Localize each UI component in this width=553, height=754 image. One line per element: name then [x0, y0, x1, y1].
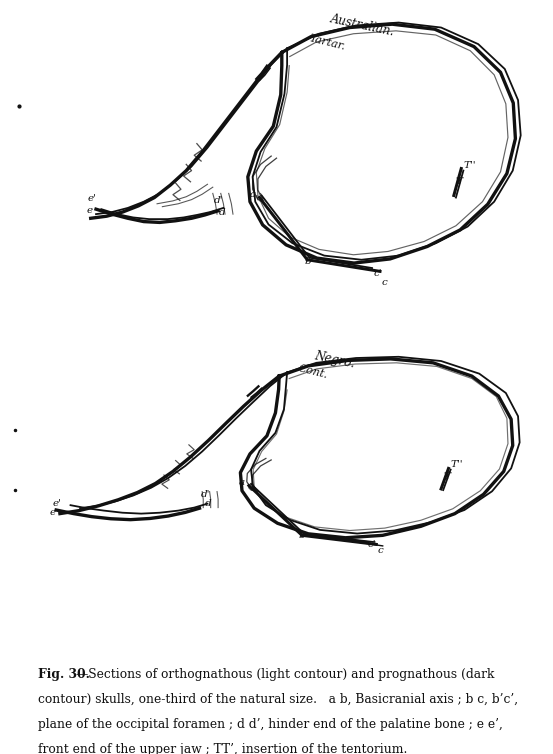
Text: Fig. 30.: Fig. 30. — [38, 668, 90, 681]
Text: —Sections of orthognathous (light contour) and prognathous (dark: —Sections of orthognathous (light contou… — [76, 668, 494, 681]
Text: d: d — [219, 208, 226, 217]
Text: b: b — [299, 532, 305, 541]
Text: Australian.: Australian. — [330, 13, 397, 38]
Text: T'': T'' — [451, 460, 463, 468]
Text: a: a — [238, 478, 244, 486]
Text: Negro.: Negro. — [314, 350, 357, 371]
Text: T'': T'' — [463, 161, 476, 170]
Text: a: a — [250, 190, 256, 199]
Text: c: c — [382, 277, 387, 287]
Text: e: e — [49, 508, 55, 516]
Text: T: T — [443, 472, 450, 480]
Text: Cont.: Cont. — [296, 363, 328, 380]
Text: Tartar.: Tartar. — [309, 34, 347, 52]
Text: c: c — [377, 546, 383, 555]
Text: contour) skulls, one-third of the natural size.   a b, Basicranial axis ; b c, b: contour) skulls, one-third of the natura… — [38, 693, 518, 706]
Text: T: T — [456, 177, 463, 186]
Text: d': d' — [214, 195, 223, 204]
Text: e: e — [86, 207, 92, 216]
Text: c': c' — [373, 268, 382, 277]
Text: e': e' — [53, 499, 61, 507]
Text: front end of the upper jaw ; TT’, insertion of the tentorium.: front end of the upper jaw ; TT’, insert… — [38, 743, 407, 754]
Text: d': d' — [201, 490, 211, 498]
Text: d: d — [205, 499, 211, 507]
Text: c': c' — [368, 540, 377, 549]
Text: plane of the occipital foramen ; d d’, hinder end of the palatine bone ; e e’,: plane of the occipital foramen ; d d’, h… — [38, 718, 503, 731]
Text: b: b — [304, 257, 311, 266]
Text: e': e' — [88, 194, 97, 203]
